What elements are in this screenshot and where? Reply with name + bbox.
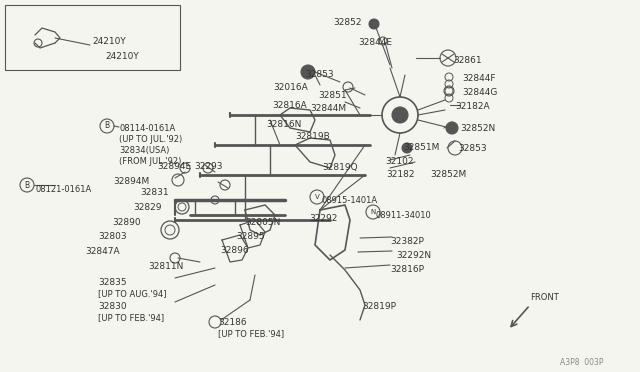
Text: 32182: 32182: [386, 170, 415, 179]
Text: 32852: 32852: [333, 18, 362, 27]
Text: 32816N: 32816N: [266, 120, 301, 129]
Text: 32182A: 32182A: [455, 102, 490, 111]
Text: 32896: 32896: [220, 246, 248, 255]
Text: 32819P: 32819P: [362, 302, 396, 311]
Text: 24210Y: 24210Y: [92, 38, 125, 46]
Text: 32805N: 32805N: [245, 218, 280, 227]
Text: 32894M: 32894M: [113, 177, 149, 186]
Text: 32819B: 32819B: [295, 132, 330, 141]
Circle shape: [301, 65, 315, 79]
Text: 32851: 32851: [318, 91, 347, 100]
Text: [UP TO FEB.'94]: [UP TO FEB.'94]: [218, 329, 284, 338]
Text: 32816P: 32816P: [390, 265, 424, 274]
Text: 32829: 32829: [133, 203, 161, 212]
Text: 32853: 32853: [458, 144, 486, 153]
Text: 32847A: 32847A: [85, 247, 120, 256]
Text: 08114-0161A: 08114-0161A: [119, 124, 175, 133]
Text: 32292N: 32292N: [396, 251, 431, 260]
Text: N: N: [371, 209, 376, 215]
Text: 32890: 32890: [112, 218, 141, 227]
Bar: [5, 5, 180, 70]
Text: 08911-34010: 08911-34010: [376, 211, 432, 220]
Text: 32895: 32895: [236, 232, 264, 241]
Text: B: B: [104, 122, 109, 131]
Text: 32292: 32292: [309, 214, 337, 223]
Circle shape: [392, 107, 408, 123]
Text: 32382P: 32382P: [390, 237, 424, 246]
Text: 32811N: 32811N: [148, 262, 184, 271]
Text: 32186: 32186: [218, 318, 246, 327]
Circle shape: [402, 143, 412, 153]
Text: 32852N: 32852N: [460, 124, 495, 133]
Text: 32861: 32861: [453, 56, 482, 65]
Text: B: B: [24, 180, 29, 189]
Text: 32803: 32803: [98, 232, 127, 241]
Text: 32844E: 32844E: [358, 38, 392, 47]
Text: 32293: 32293: [194, 162, 223, 171]
Text: 32102: 32102: [385, 157, 413, 166]
Text: [UP TO FEB.'94]: [UP TO FEB.'94]: [98, 313, 164, 322]
Text: 32816A: 32816A: [272, 101, 307, 110]
Circle shape: [369, 19, 379, 29]
Text: 08121-0161A: 08121-0161A: [35, 185, 92, 194]
Text: 08915-1401A: 08915-1401A: [322, 196, 378, 205]
Text: 32844G: 32844G: [462, 88, 497, 97]
Text: 32894E: 32894E: [157, 162, 191, 171]
Text: (FROM JUL.'92): (FROM JUL.'92): [119, 157, 181, 166]
Text: [UP TO AUG.'94]: [UP TO AUG.'94]: [98, 289, 166, 298]
Text: 32831: 32831: [140, 188, 168, 197]
Text: 32844F: 32844F: [462, 74, 495, 83]
Text: 32830: 32830: [98, 302, 127, 311]
Text: 32851M: 32851M: [403, 143, 440, 152]
Text: (UP TO JUL.'92): (UP TO JUL.'92): [119, 135, 182, 144]
Text: 32852M: 32852M: [430, 170, 467, 179]
Text: FRONT: FRONT: [530, 293, 559, 302]
Text: A3P8  003P: A3P8 003P: [560, 358, 604, 367]
Text: 32834(USA): 32834(USA): [119, 146, 170, 155]
Text: V: V: [315, 194, 319, 200]
Text: 32016A: 32016A: [273, 83, 308, 92]
Text: 32835: 32835: [98, 278, 127, 287]
Text: 32819Q: 32819Q: [322, 163, 358, 172]
Circle shape: [446, 122, 458, 134]
Text: 24210Y: 24210Y: [105, 52, 139, 61]
Text: 32844M: 32844M: [310, 104, 346, 113]
Text: 32853: 32853: [305, 70, 333, 79]
